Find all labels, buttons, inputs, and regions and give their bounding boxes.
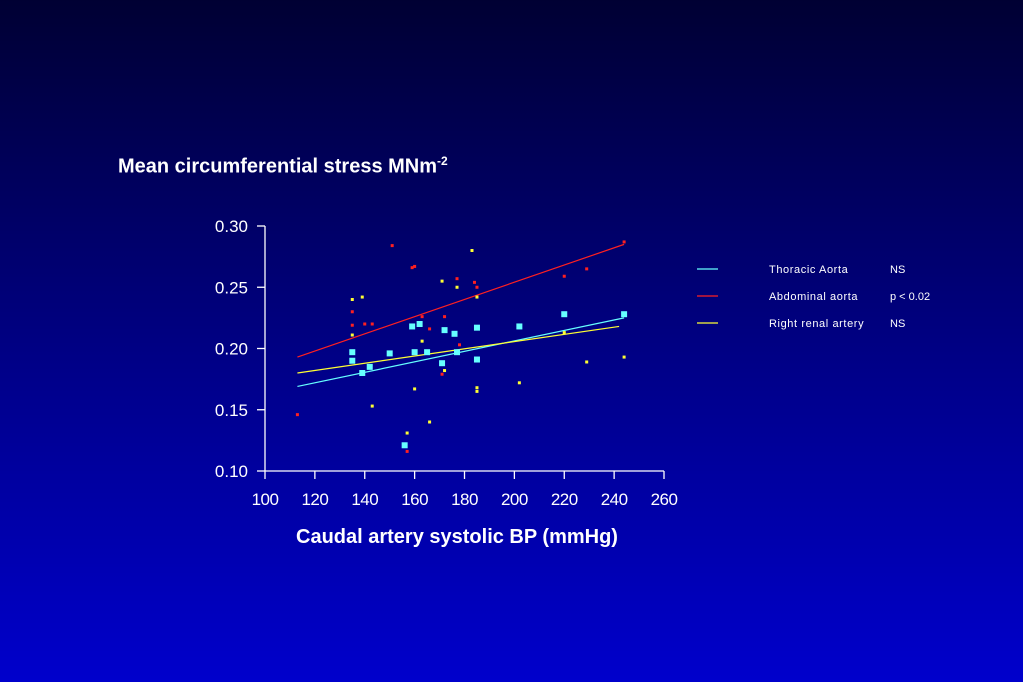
right-renal-artery-point — [585, 360, 589, 364]
abdominal-aorta-point — [440, 372, 444, 376]
thoracic-aorta-point — [409, 323, 416, 330]
x-tick-label: 140 — [351, 490, 378, 509]
thoracic-aorta-point — [386, 350, 393, 357]
right-renal-artery-point — [455, 285, 459, 289]
abdominal-aorta-point — [443, 315, 447, 319]
data-points — [295, 240, 628, 453]
right-renal-artery-point — [428, 420, 432, 424]
thoracic-aorta-point — [349, 349, 356, 356]
thoracic-aorta-point — [424, 349, 431, 356]
abdominal-aorta-point — [562, 274, 566, 278]
thoracic-aorta-point — [439, 360, 446, 367]
thoracic-aorta-point — [473, 324, 480, 331]
x-tick-label: 260 — [651, 490, 678, 509]
abdominal-aorta-point — [420, 315, 424, 319]
legend-significance-thoracic-aorta: NS — [890, 264, 905, 276]
thoracic-aorta-point — [401, 442, 408, 449]
y-tick-label: 0.25 — [215, 278, 248, 297]
x-axis-label: Caudal artery systolic BP (mmHg) — [296, 526, 618, 548]
right-renal-artery-point — [420, 339, 424, 343]
abdominal-aorta-point — [458, 343, 462, 347]
abdominal-aorta-point — [410, 266, 414, 270]
right-renal-artery-point — [622, 355, 626, 359]
legend-significance-abdominal-aorta: p < 0.02 — [890, 291, 930, 303]
right-renal-artery-point — [360, 295, 364, 299]
legend-significance-right-renal-artery: NS — [890, 318, 905, 330]
x-tick-label: 180 — [451, 490, 478, 509]
abdominal-aorta-point — [363, 322, 367, 326]
abdominal-aorta-point — [370, 322, 374, 326]
abdominal-aorta-point — [585, 267, 589, 271]
thoracic-aorta-point — [454, 349, 461, 356]
thoracic-aorta-point — [411, 349, 418, 356]
thoracic-aorta-point — [416, 321, 423, 327]
right-renal-artery-point — [475, 389, 479, 393]
right-renal-artery-point — [350, 333, 354, 337]
right-renal-artery-point — [470, 249, 474, 252]
thoracic-aorta-point — [516, 323, 523, 330]
thoracic-aorta-point — [366, 363, 373, 370]
abdominal-aorta-point — [390, 244, 394, 248]
abdominal-aorta-point — [622, 240, 626, 244]
y-axis-label: Mean circumferential stress MNm-2 — [118, 154, 448, 178]
x-tick-label: 120 — [301, 490, 328, 509]
thoracic-aorta-point — [473, 356, 480, 363]
thoracic-aorta-point — [451, 330, 458, 337]
thoracic-aorta-point — [621, 311, 628, 318]
y-tick-label: 0.20 — [215, 340, 248, 359]
right-renal-artery-point — [440, 279, 444, 283]
thoracic-aorta-point — [349, 357, 356, 364]
thoracic-aorta-point — [561, 311, 568, 318]
abdominal-aorta-point — [455, 277, 459, 281]
thoracic-aorta-point — [441, 327, 448, 334]
abdominal-aorta-point — [475, 285, 479, 289]
abdominal-aorta-point — [405, 449, 409, 453]
right-renal-artery-point — [443, 369, 447, 373]
x-tick-label: 240 — [601, 490, 628, 509]
legend: Thoracic Aorta NS Abdominal aorta p < 0.02 R… — [697, 264, 930, 330]
y-tick-label: 0.15 — [215, 401, 248, 420]
axes: 0.10 0.15 0.20 0.25 0.30 100 120 140 160 180 200 22… — [215, 217, 678, 509]
y-tick-label: 0.30 — [215, 217, 248, 236]
x-tick-label: 100 — [252, 490, 279, 509]
right-renal-artery-point — [475, 295, 479, 299]
fit-lines — [297, 243, 625, 388]
right-renal-artery-point — [405, 431, 409, 435]
legend-label-abdominal-aorta: Abdominal aorta — [769, 291, 858, 303]
x-tick-label: 220 — [551, 490, 578, 509]
abdominal-aorta-point — [350, 323, 354, 327]
abdominal-aorta-point — [472, 280, 476, 284]
x-tick-label: 160 — [401, 490, 428, 509]
right-renal-artery-point — [370, 404, 374, 408]
right-renal-artery-point — [475, 386, 479, 390]
x-tick-label: 200 — [501, 490, 528, 509]
abdominal-aorta-point — [413, 264, 417, 268]
thoracic-aorta-fit-line — [297, 317, 625, 388]
thoracic-aorta-point — [359, 370, 366, 376]
abdominal-aorta-point — [295, 413, 299, 417]
abdominal-aorta-fit-line — [297, 243, 625, 358]
abdominal-aorta-point — [428, 327, 432, 331]
abdominal-aorta-point — [350, 310, 354, 314]
right-renal-artery-point — [413, 387, 417, 391]
y-tick-label: 0.10 — [215, 462, 248, 481]
legend-label-thoracic-aorta: Thoracic Aorta — [769, 264, 849, 276]
legend-label-right-renal-artery: Right renal artery — [769, 318, 864, 330]
right-renal-artery-point — [562, 331, 566, 335]
right-renal-artery-point — [350, 298, 354, 301]
right-renal-artery-point — [517, 381, 521, 385]
